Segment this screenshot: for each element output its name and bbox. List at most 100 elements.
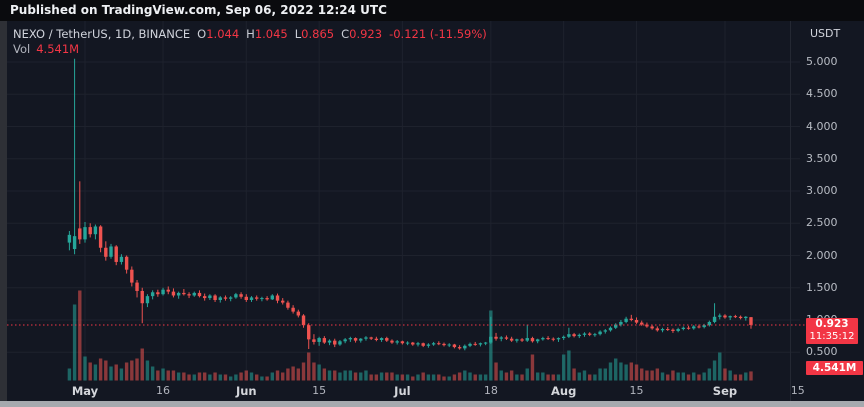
volume-bar bbox=[395, 374, 399, 381]
candle-body bbox=[150, 292, 155, 297]
candle-body bbox=[67, 234, 72, 243]
candle-body bbox=[712, 316, 717, 322]
candle-body bbox=[192, 292, 196, 296]
candle-body bbox=[338, 341, 342, 345]
candle-body bbox=[145, 296, 150, 304]
volume-bar bbox=[499, 370, 503, 381]
volume-bar bbox=[478, 374, 483, 381]
candle-body bbox=[405, 342, 410, 344]
volume-bar bbox=[244, 370, 248, 381]
candle-body bbox=[582, 333, 587, 335]
volume-bar bbox=[202, 372, 207, 381]
volume-bar bbox=[530, 354, 535, 381]
volume-bar bbox=[447, 376, 451, 381]
candle-body bbox=[437, 343, 441, 345]
price-tick-label: 4.500 bbox=[806, 87, 838, 101]
volume-bar bbox=[457, 372, 462, 381]
volume-bar bbox=[239, 372, 243, 381]
candle-body bbox=[457, 347, 462, 349]
volume-bar bbox=[671, 370, 675, 381]
volume-bar bbox=[140, 348, 144, 381]
candle-body bbox=[525, 338, 529, 341]
candle-body bbox=[473, 343, 477, 345]
candle-body bbox=[317, 338, 321, 342]
candle-body bbox=[228, 297, 233, 299]
candle-body bbox=[718, 315, 722, 317]
candle-body bbox=[744, 316, 748, 319]
left-margin-strip bbox=[0, 21, 7, 401]
volume-bar bbox=[702, 372, 706, 381]
price-axis-unit: USDT bbox=[810, 27, 841, 40]
candle-body bbox=[676, 329, 680, 331]
volume-bar bbox=[535, 372, 540, 381]
volume-bar bbox=[582, 370, 587, 381]
candle-body bbox=[140, 290, 144, 304]
candle-body bbox=[561, 336, 566, 339]
bar-countdown: 11:35:12 bbox=[809, 331, 855, 342]
volume-bar bbox=[104, 360, 108, 381]
volume-bar bbox=[322, 368, 327, 381]
volume-bar bbox=[234, 374, 238, 381]
time-tick-label: Jul bbox=[394, 384, 411, 398]
candle-body bbox=[431, 343, 436, 345]
volume-bar bbox=[608, 362, 613, 381]
candle-body bbox=[624, 318, 628, 322]
volume-bar bbox=[681, 372, 686, 381]
candle-body bbox=[353, 338, 358, 341]
candle-body bbox=[452, 344, 457, 348]
volume-bar bbox=[213, 372, 217, 381]
volume-bar bbox=[634, 364, 639, 381]
candle-body bbox=[301, 315, 306, 326]
candle-body bbox=[666, 329, 670, 331]
candle-body bbox=[634, 320, 639, 323]
volume-bar bbox=[650, 370, 654, 381]
volume-bar bbox=[187, 374, 191, 381]
volume-bar bbox=[520, 374, 524, 381]
volume-bar bbox=[145, 360, 150, 381]
candle-body bbox=[489, 336, 493, 343]
volume-bar bbox=[275, 370, 280, 381]
volume-bar bbox=[317, 364, 321, 381]
candle-body bbox=[728, 316, 732, 318]
volume-bar bbox=[431, 374, 436, 381]
candle-body bbox=[213, 295, 217, 301]
volume-bar bbox=[515, 374, 519, 381]
price-tick-label: 5.000 bbox=[806, 55, 838, 68]
candle-body bbox=[587, 333, 592, 335]
candle-body bbox=[223, 297, 228, 299]
volume-bar bbox=[254, 374, 259, 381]
volume-bar bbox=[353, 372, 358, 381]
volume-legend[interactable]: Vol 4.541M bbox=[13, 42, 79, 56]
price-axis[interactable] bbox=[790, 21, 864, 401]
time-tick-label: 15 bbox=[629, 384, 644, 397]
candle-body bbox=[494, 336, 498, 339]
candle-body bbox=[72, 236, 77, 250]
candle-body bbox=[645, 324, 649, 327]
volume-bar bbox=[525, 368, 529, 381]
candle-body bbox=[176, 292, 181, 296]
volume-bar bbox=[421, 372, 425, 381]
volume-bar bbox=[541, 372, 545, 381]
candle-body bbox=[468, 343, 472, 346]
candle-body bbox=[577, 334, 581, 337]
volume-bar bbox=[260, 376, 264, 381]
time-tick-label: Aug bbox=[551, 384, 577, 398]
candle-body bbox=[593, 334, 597, 336]
candle-body bbox=[119, 256, 124, 262]
volume-bar bbox=[660, 372, 665, 381]
published-bar: Published on TradingView.com, Sep 06, 20… bbox=[0, 0, 864, 21]
candle-body bbox=[556, 338, 561, 340]
volume-bar bbox=[176, 372, 181, 381]
symbol-legend[interactable]: NEXO / TetherUS, 1D, BINANCE O1.044 H1.045… bbox=[13, 27, 487, 41]
volume-bar bbox=[577, 372, 581, 381]
ohlc-low: L0.865 bbox=[294, 27, 335, 41]
candle-body bbox=[483, 342, 488, 344]
volume-bar bbox=[286, 368, 290, 381]
volume-bar bbox=[338, 372, 342, 381]
candle-body bbox=[426, 344, 431, 346]
candle-body bbox=[509, 338, 514, 341]
candle-body bbox=[239, 294, 243, 297]
candle-body bbox=[379, 338, 384, 340]
volume-bar bbox=[124, 362, 129, 381]
